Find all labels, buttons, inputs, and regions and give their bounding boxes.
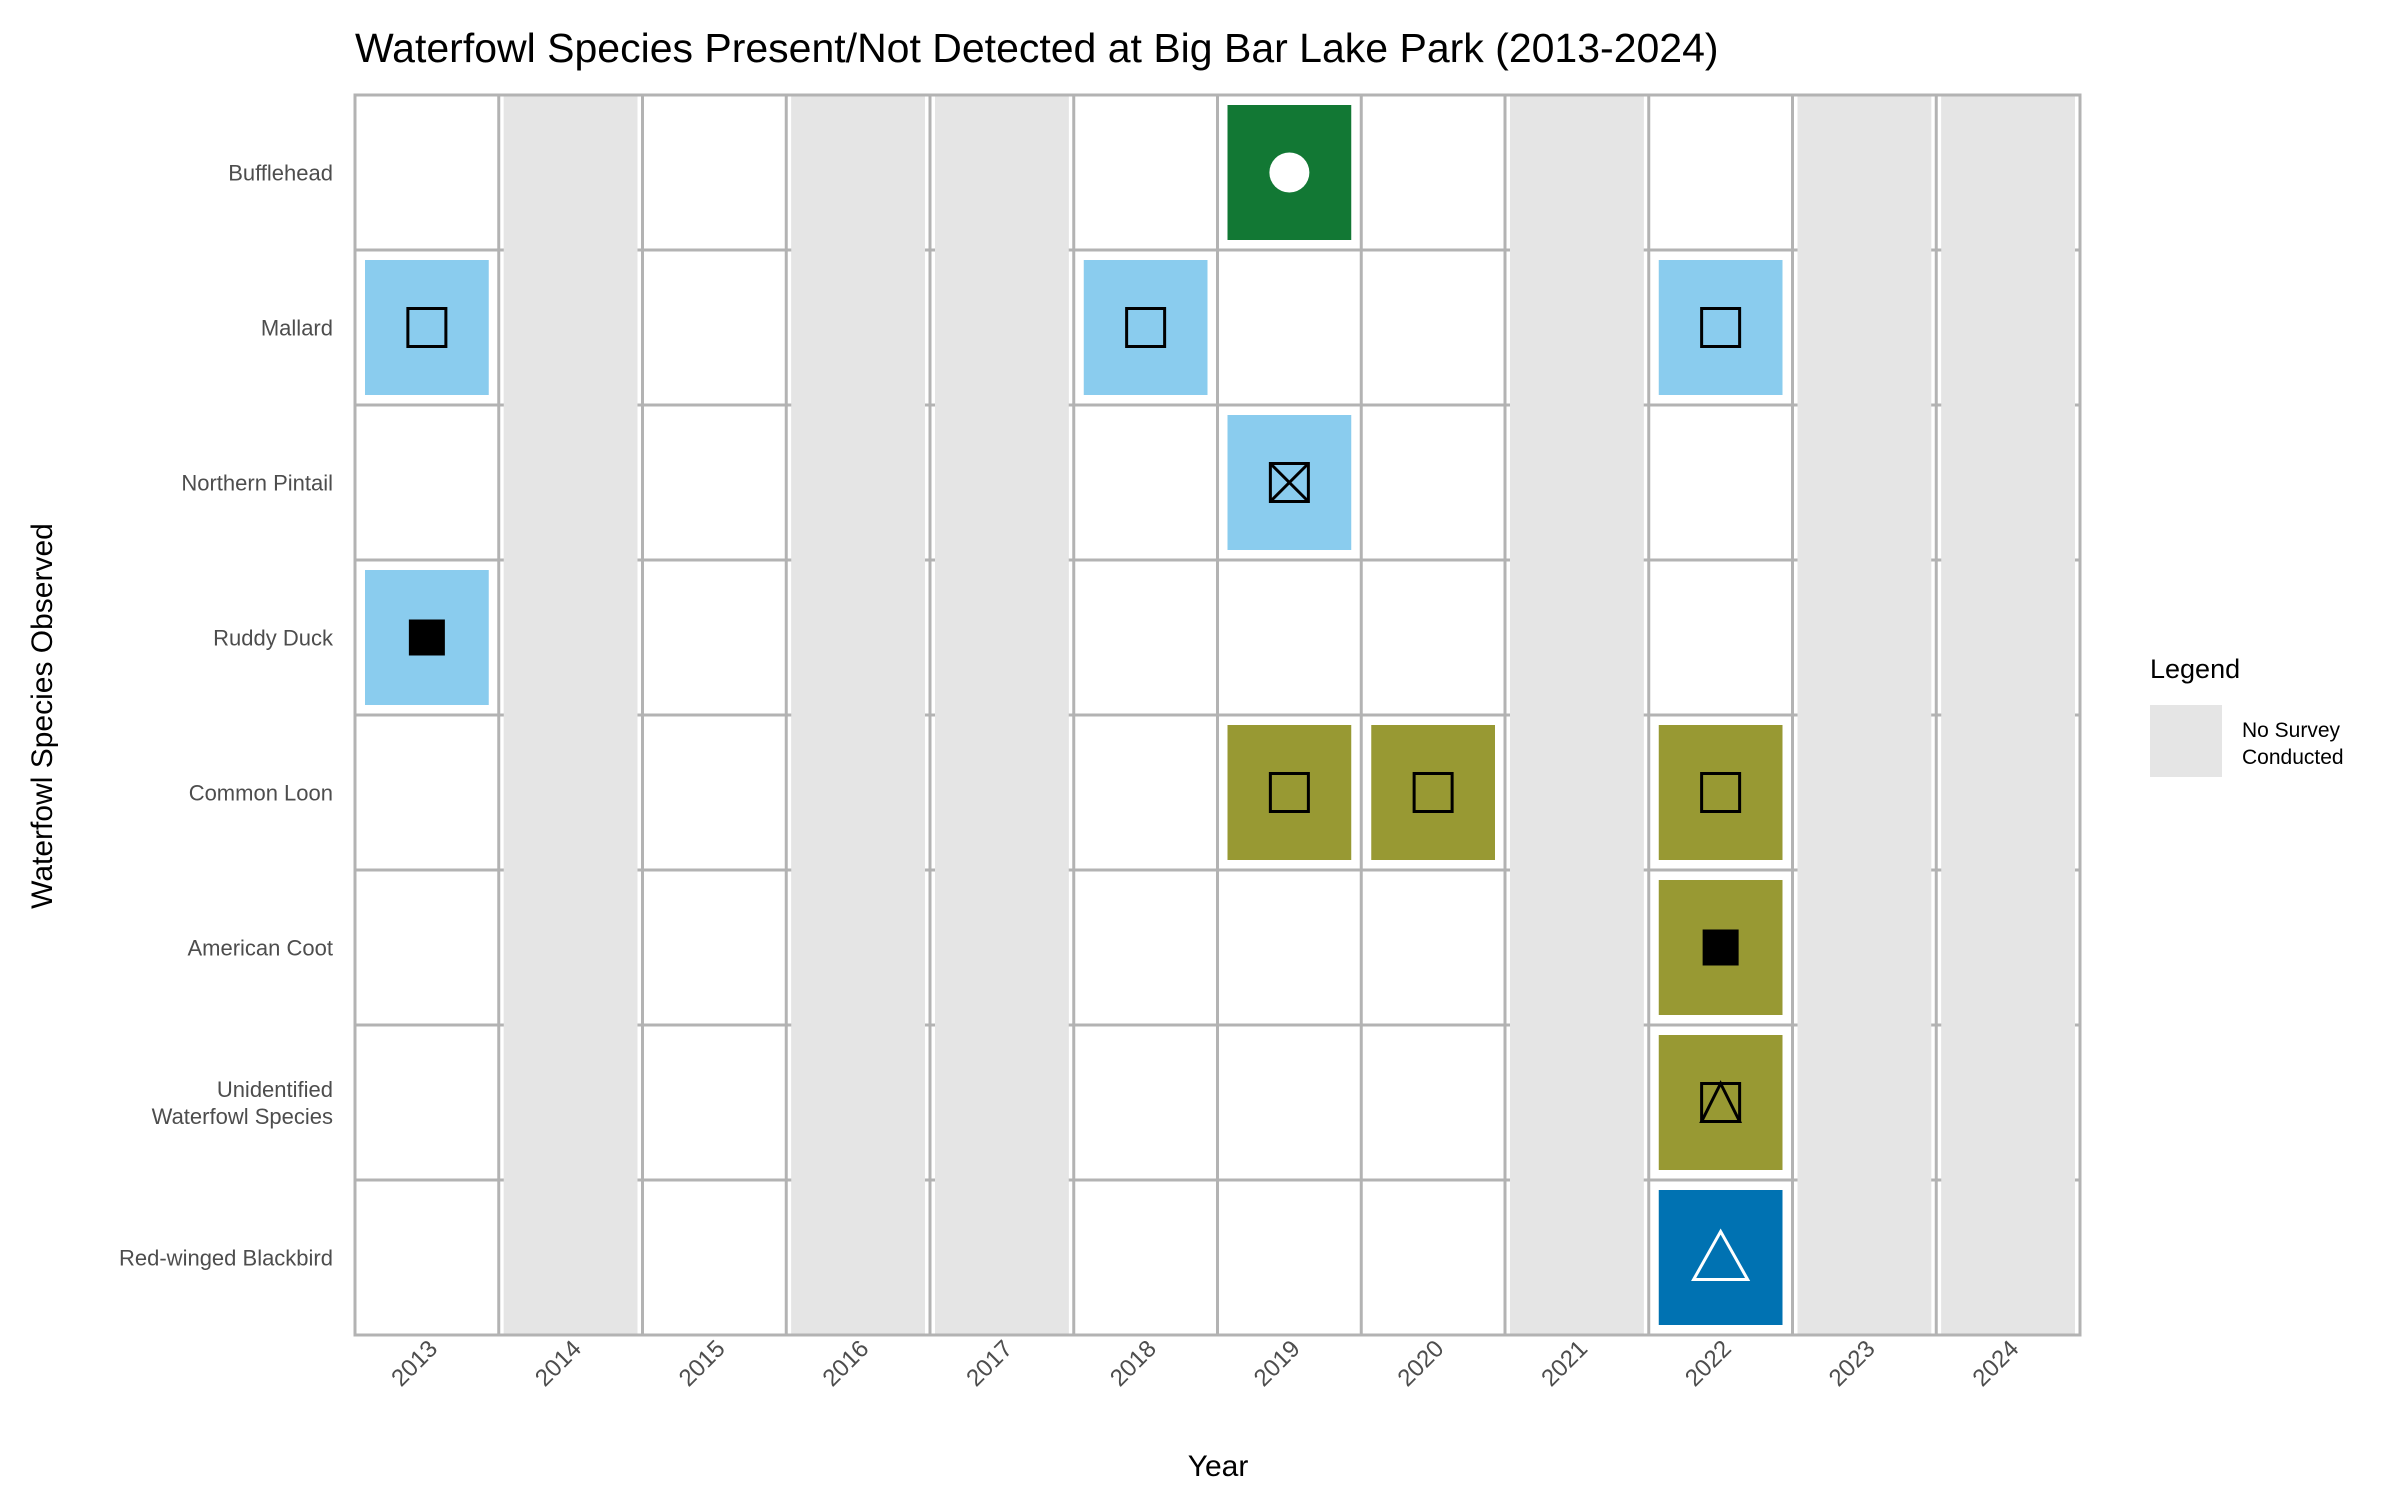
marker-cross-line bbox=[1269, 462, 1310, 503]
plot-area: Bufflehead Mallard Northern Pintail Ruddy D… bbox=[119, 93, 2082, 1392]
no-survey-band-cover-2016 bbox=[791, 95, 925, 1335]
no-survey-band-cover-2021 bbox=[1510, 95, 1644, 1335]
y-tick-label-line: Bufflehead bbox=[228, 161, 333, 186]
observation-tile bbox=[1227, 725, 1352, 860]
x-tick-label-2015: 2015 bbox=[674, 1335, 731, 1392]
marker-filled-square bbox=[1702, 929, 1739, 966]
y-tick-label: Bufflehead bbox=[228, 161, 333, 186]
legend-title: Legend bbox=[2150, 654, 2240, 684]
y-tick-label-line: Red-winged Blackbird bbox=[119, 1246, 333, 1271]
x-tick-label-2024: 2024 bbox=[1968, 1335, 2025, 1392]
y-tick-label: Mallard bbox=[261, 316, 333, 341]
y-tick-label: American Coot bbox=[187, 936, 333, 961]
x-tick-label-2019: 2019 bbox=[1249, 1335, 1306, 1392]
marker-triangle bbox=[1691, 1228, 1751, 1281]
chart-title: Waterfowl Species Present/Not Detected a… bbox=[355, 25, 1719, 71]
legend: Legend No Survey Conducted bbox=[2150, 654, 2344, 777]
observation-tile bbox=[1658, 1035, 1783, 1170]
marker-square bbox=[1700, 772, 1742, 813]
marker-filled-square bbox=[408, 619, 445, 656]
marker-square bbox=[1268, 462, 1310, 503]
x-tick-label-2020: 2020 bbox=[1393, 1335, 1450, 1392]
marker-square bbox=[1268, 772, 1310, 813]
y-axis-title: Waterfowl Species Observed bbox=[26, 523, 59, 909]
observation-tile bbox=[1371, 725, 1495, 860]
x-tick-label-2018: 2018 bbox=[1105, 1335, 1162, 1392]
no-survey-band-cover-2017 bbox=[935, 95, 1069, 1335]
legend-label: No Survey Conducted bbox=[2242, 719, 2344, 769]
legend-swatch bbox=[2150, 705, 2222, 777]
no-survey-band-cover-2024 bbox=[1941, 95, 2075, 1335]
y-tick-label: Northern Pintail bbox=[181, 471, 333, 496]
no-survey-band-cover-2014 bbox=[503, 95, 638, 1335]
y-tick-label-line: American Coot bbox=[187, 936, 333, 961]
y-tick-label-line: Mallard bbox=[261, 316, 333, 341]
x-tick-label-2021: 2021 bbox=[1536, 1335, 1593, 1392]
marker-circle bbox=[1269, 152, 1310, 193]
observation-tile bbox=[1658, 1190, 1783, 1325]
x-tick-label-2014: 2014 bbox=[530, 1335, 587, 1392]
marker-square bbox=[406, 307, 448, 348]
y-tick-label-line: Common Loon bbox=[189, 781, 333, 806]
y-tick-label-line: Waterfowl Species bbox=[152, 1104, 333, 1129]
legend-label-line: No Survey bbox=[2242, 719, 2341, 742]
panel-border bbox=[353, 93, 2082, 1337]
observation-tile bbox=[365, 260, 489, 395]
observation-tile bbox=[1658, 260, 1783, 395]
marker-square bbox=[1125, 307, 1167, 348]
y-tick-label-line: Ruddy Duck bbox=[213, 626, 334, 651]
y-tick-label-line: Northern Pintail bbox=[181, 471, 333, 496]
observation-tile bbox=[1083, 260, 1208, 395]
x-tick-label-2016: 2016 bbox=[818, 1335, 875, 1392]
x-axis-title: Year bbox=[1188, 1450, 1249, 1483]
x-tick-label-2023: 2023 bbox=[1824, 1335, 1881, 1392]
y-tick-label: Unidentified Waterfowl Species bbox=[152, 1077, 333, 1129]
observation-tile bbox=[1658, 725, 1783, 860]
y-tick-label: Common Loon bbox=[189, 781, 333, 806]
x-tick-label-2022: 2022 bbox=[1680, 1335, 1737, 1392]
x-tick-label-2017: 2017 bbox=[961, 1335, 1018, 1392]
marker-triangle bbox=[1699, 1080, 1743, 1123]
marker-square bbox=[1700, 307, 1742, 348]
x-tick-label-2013: 2013 bbox=[386, 1335, 443, 1392]
legend-label-line: Conducted bbox=[2242, 746, 2344, 769]
y-tick-label-line: Unidentified bbox=[217, 1077, 333, 1102]
y-tick-label: Red-winged Blackbird bbox=[119, 1246, 333, 1271]
y-tick-label: Ruddy Duck bbox=[213, 626, 334, 651]
no-survey-band-cover-2023 bbox=[1797, 95, 1932, 1335]
marker-square bbox=[1412, 772, 1454, 813]
